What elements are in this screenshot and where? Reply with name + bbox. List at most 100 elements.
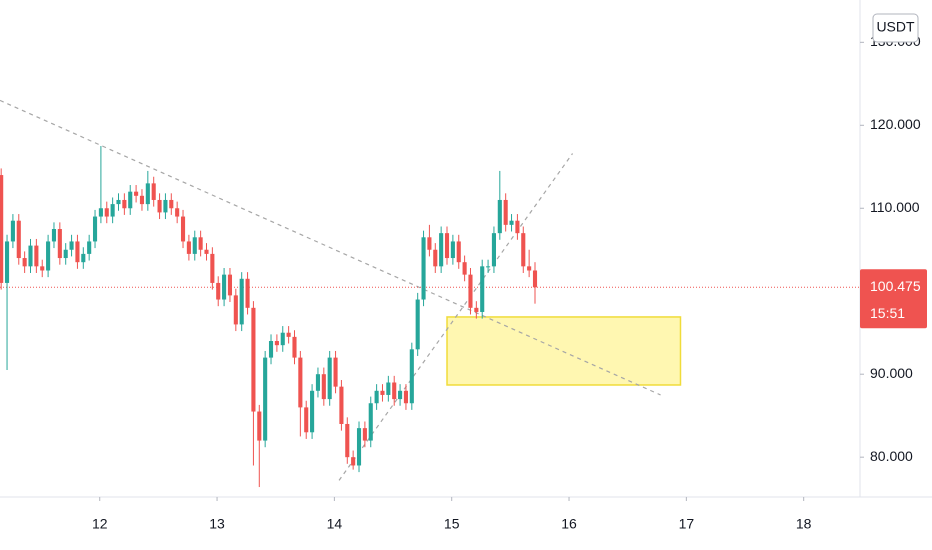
candle-body <box>204 249 209 254</box>
candle-body <box>491 233 496 267</box>
candle <box>46 234 51 278</box>
candle <box>280 326 285 352</box>
candle <box>16 214 21 265</box>
candle-body <box>210 253 215 283</box>
candle-body <box>351 457 356 466</box>
candle <box>245 272 250 315</box>
countdown-label: 15:51 <box>870 305 905 321</box>
candle-body <box>69 241 74 250</box>
candle <box>251 301 256 466</box>
candle <box>104 201 109 224</box>
candle <box>392 375 397 406</box>
candle-body <box>527 266 532 271</box>
candle <box>403 384 409 410</box>
zone <box>446 316 682 386</box>
candle <box>34 238 39 273</box>
currency-badge <box>872 13 919 43</box>
candle-body <box>87 241 92 254</box>
candle <box>92 209 98 249</box>
candle <box>81 247 86 269</box>
candle-body <box>57 229 62 259</box>
trend-line <box>0 99 661 396</box>
candle <box>151 176 156 207</box>
candle <box>450 234 455 265</box>
candle <box>257 404 262 488</box>
candle <box>175 201 180 224</box>
candle <box>480 259 485 319</box>
candle <box>415 292 420 356</box>
candle <box>157 193 162 220</box>
candle <box>40 259 45 278</box>
candle-body <box>139 195 145 205</box>
x-tick-label: 12 <box>92 516 108 532</box>
candle <box>427 224 432 257</box>
candle <box>98 146 103 224</box>
candle-body <box>339 386 344 424</box>
candle <box>216 276 221 307</box>
candle <box>304 400 309 439</box>
candle-body <box>110 204 115 217</box>
candle-body <box>386 382 391 395</box>
candle <box>421 230 426 307</box>
candle <box>368 396 373 448</box>
candle <box>398 384 403 406</box>
candle-body <box>22 258 27 267</box>
candle-body <box>298 357 303 408</box>
candle <box>145 170 150 211</box>
candle <box>515 214 520 240</box>
candle <box>497 170 502 240</box>
candle-body <box>51 229 57 242</box>
candle-body <box>163 199 168 213</box>
y-tick-label: 80.000 <box>870 448 913 464</box>
candle-body <box>480 266 485 312</box>
candle-body <box>151 183 156 200</box>
candle-body <box>456 241 461 263</box>
candle-body <box>356 428 362 466</box>
candle <box>409 342 414 410</box>
candle <box>0 168 4 290</box>
y-tick-label: 90.000 <box>870 365 913 381</box>
candle-body <box>439 233 444 267</box>
candle <box>4 234 10 371</box>
candle-body <box>421 237 426 300</box>
x-tick-label: 18 <box>796 516 812 532</box>
candle-body <box>40 266 45 271</box>
candle <box>110 197 115 224</box>
candle-body <box>239 278 244 325</box>
x-tick-label: 15 <box>444 516 460 532</box>
candle <box>356 421 362 473</box>
candle-body <box>180 216 186 242</box>
candle-body <box>34 245 39 267</box>
candle-body <box>509 220 514 225</box>
candle-body <box>104 208 109 217</box>
candle-body <box>216 282 221 300</box>
candle-body <box>380 390 385 395</box>
candle <box>456 234 461 269</box>
candle-body <box>321 374 326 400</box>
candle <box>274 334 279 352</box>
candle <box>192 230 197 261</box>
candle-body <box>134 191 139 196</box>
candle <box>204 243 209 261</box>
candle <box>374 384 379 410</box>
candle <box>198 230 203 257</box>
candle-body <box>315 374 321 391</box>
candle <box>163 193 168 220</box>
candle-body <box>16 220 21 259</box>
candle <box>57 222 62 265</box>
candle-body <box>186 241 191 254</box>
x-tick-label: 14 <box>327 516 343 532</box>
candle-body <box>327 357 332 400</box>
candle-body <box>532 270 538 288</box>
candle <box>345 417 350 464</box>
candle-body <box>169 199 174 209</box>
candle-body <box>474 307 479 312</box>
candle <box>239 272 244 332</box>
candle <box>186 234 191 261</box>
candle-body <box>198 237 203 250</box>
candle <box>468 267 473 315</box>
candle-body <box>292 336 297 358</box>
candle-body <box>274 341 279 346</box>
candle <box>339 380 344 431</box>
candle <box>362 421 367 448</box>
